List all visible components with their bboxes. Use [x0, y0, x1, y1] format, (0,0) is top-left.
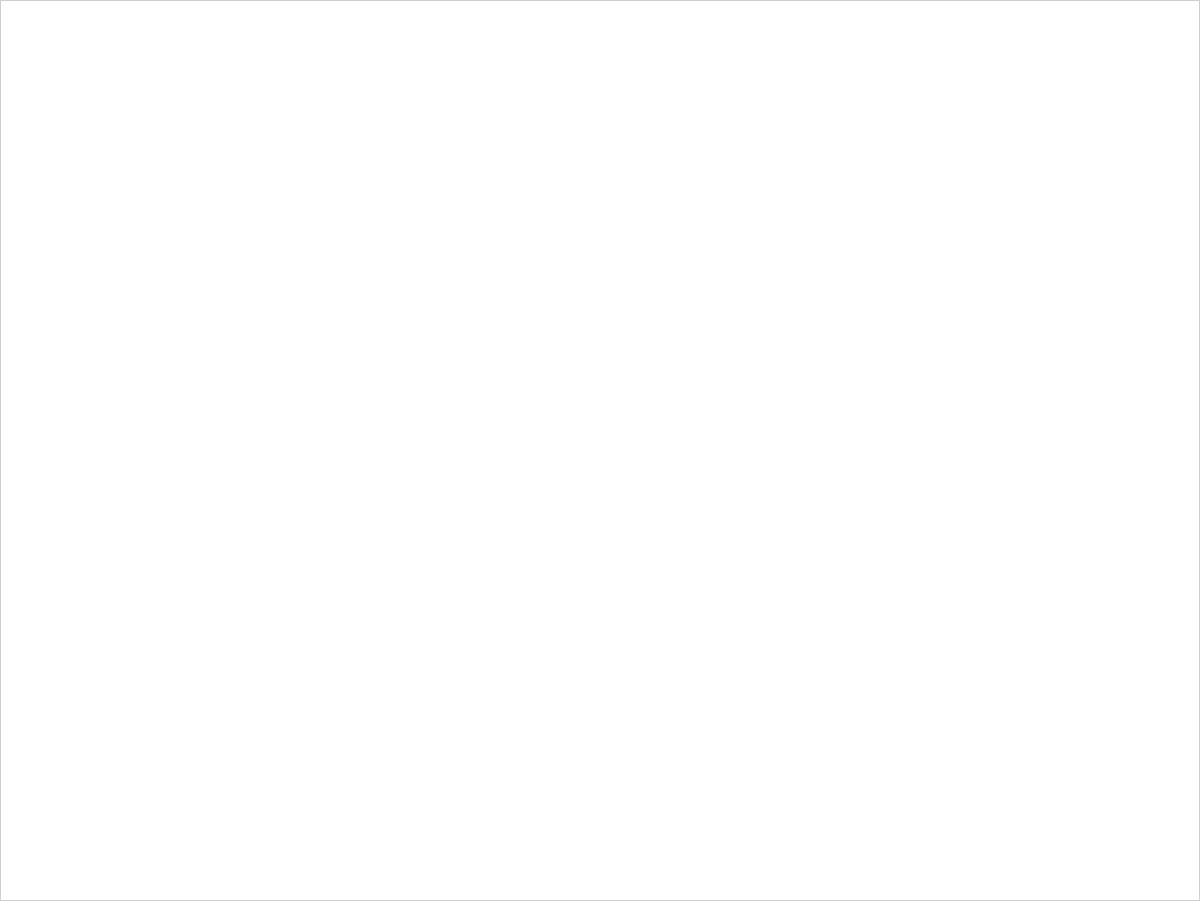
- y-axis-label: [92, 69, 114, 189]
